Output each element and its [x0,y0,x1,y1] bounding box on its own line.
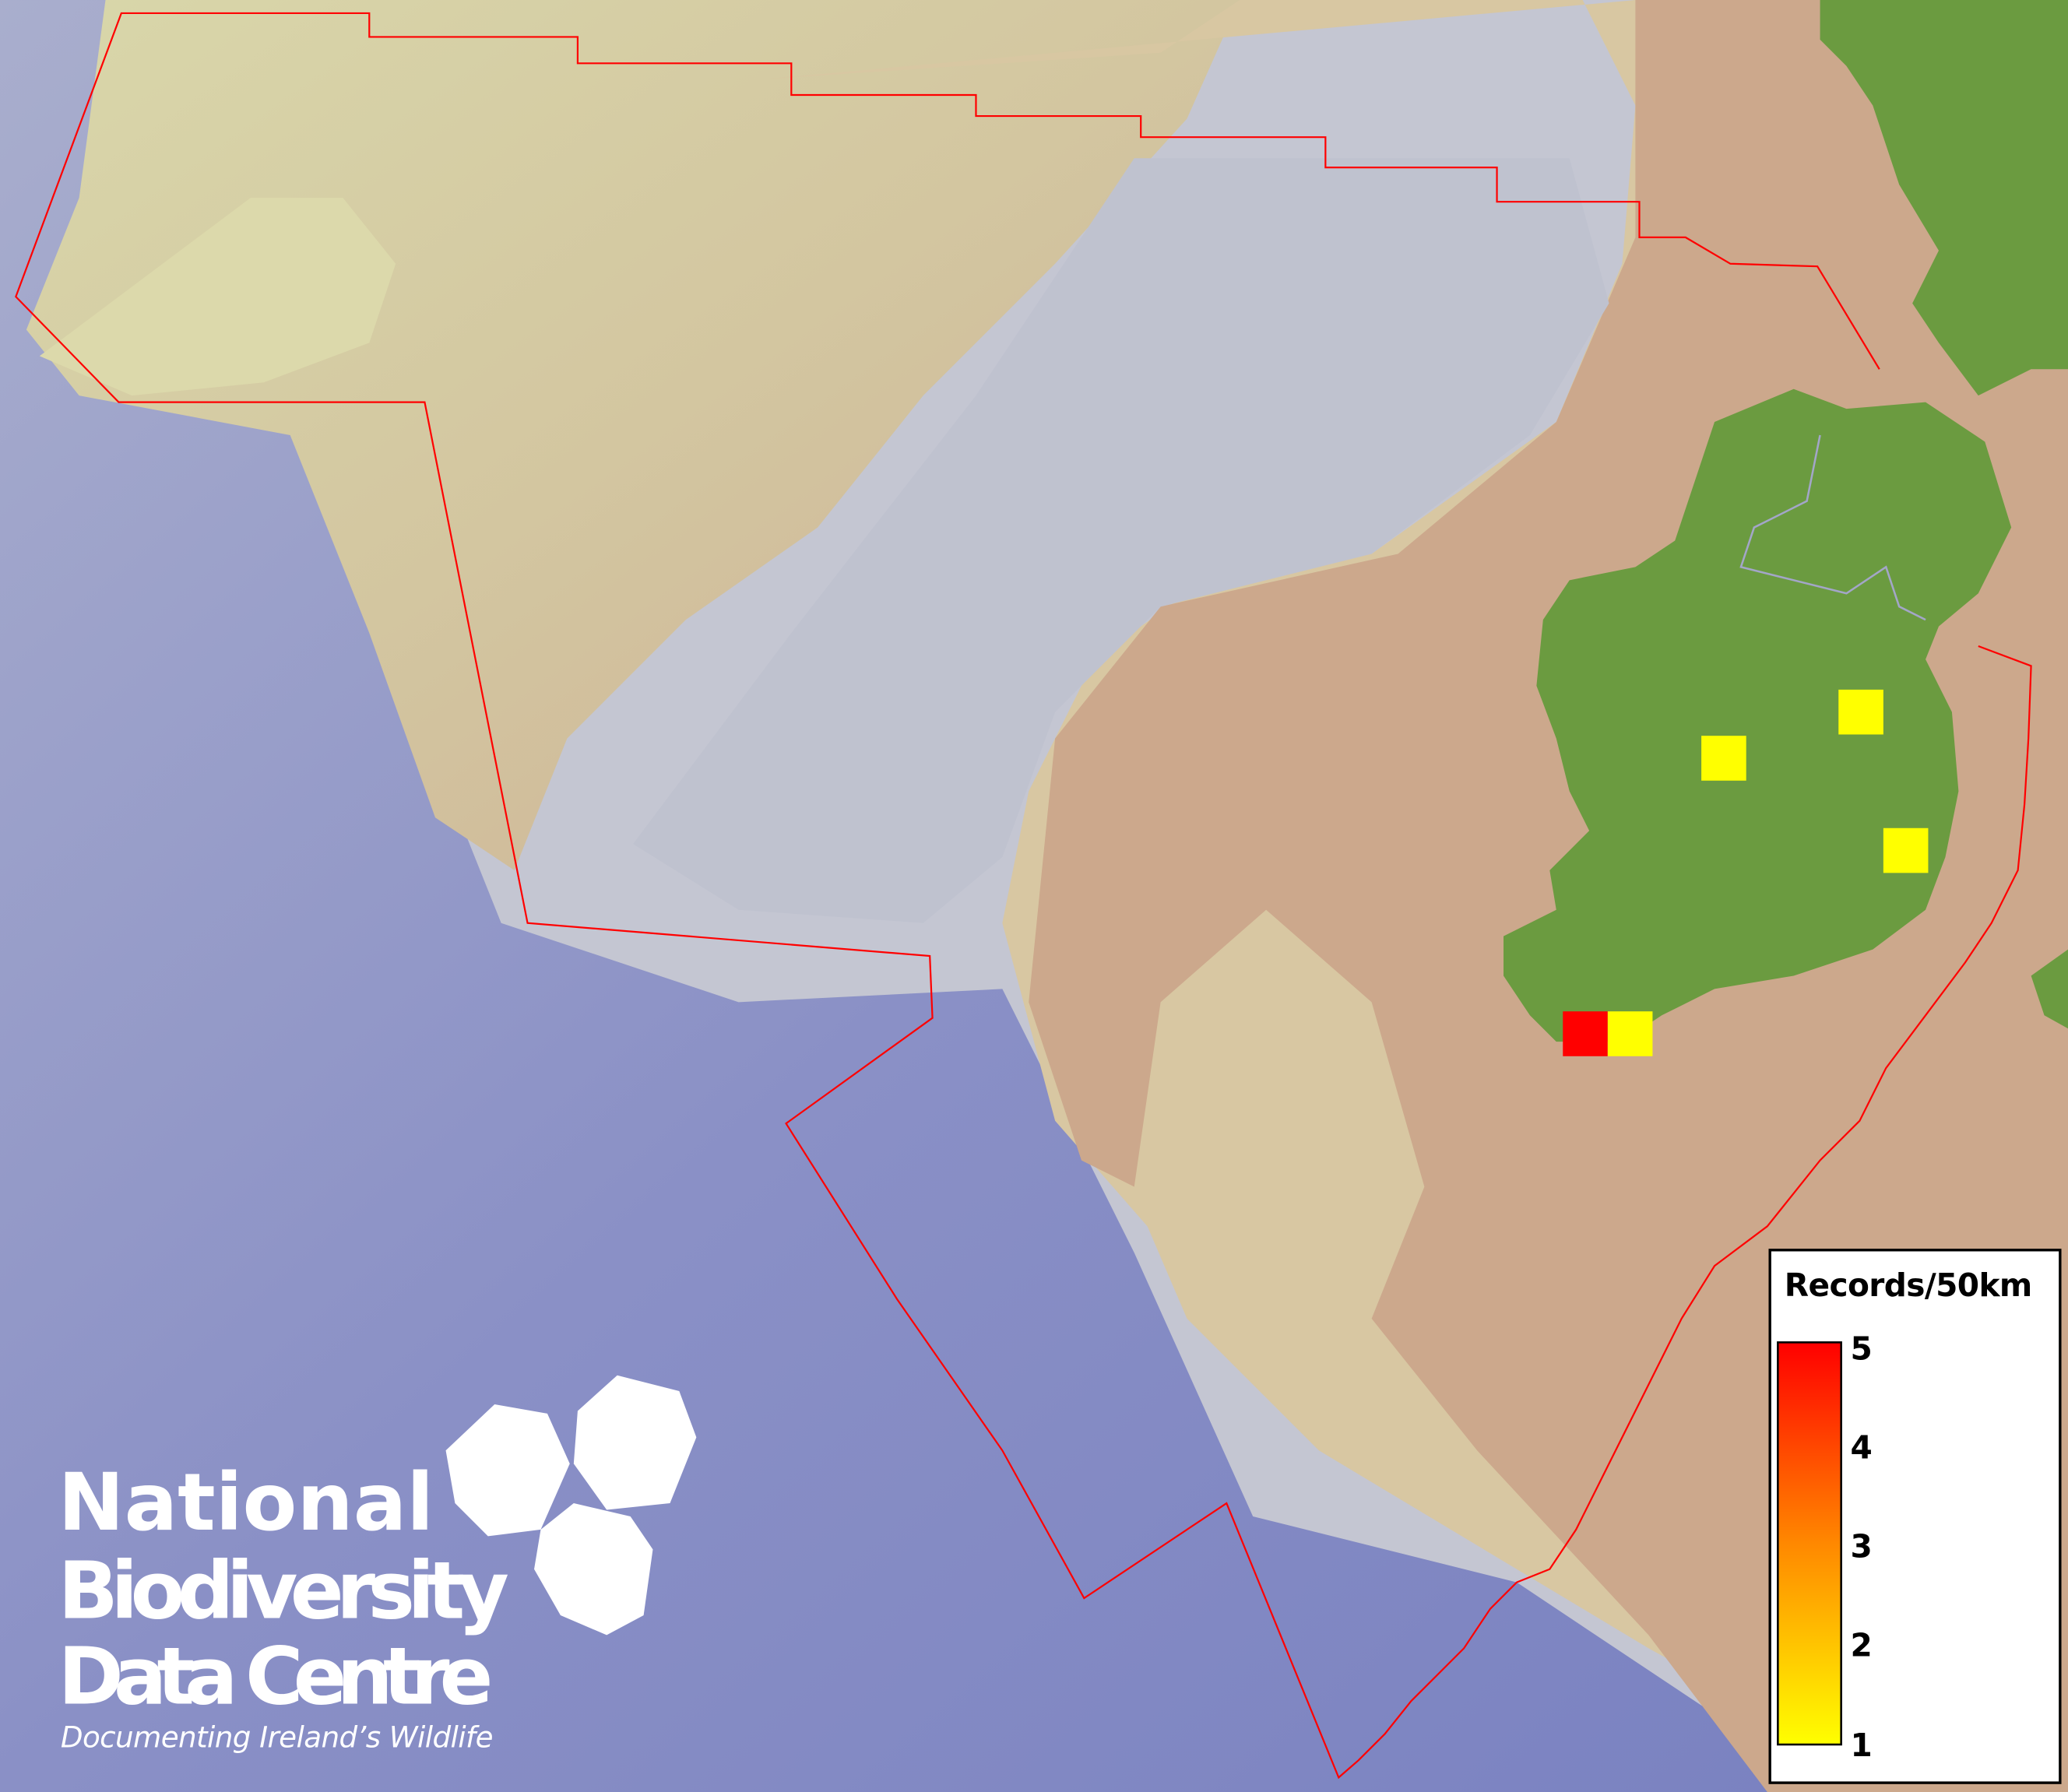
legend-tick-4: 4 [1851,1428,1873,1466]
tree-hexagon-icon [445,1404,570,1537]
scotland-landmass [1820,0,2068,396]
grid-square-record[interactable] [1563,1011,1608,1056]
butterfly-hexagon-icon [573,1375,697,1510]
boundary-line [15,12,2032,1780]
grid-square-record[interactable] [1838,689,1883,735]
northern-ireland-border [1739,434,1926,621]
grid-square-record[interactable] [1607,1011,1653,1056]
rockall-bank [39,198,396,396]
legend-tick-2: 2 [1851,1627,1873,1664]
wales-landmass [2031,949,2068,1029]
deep-basin [633,158,1609,923]
seahorse-hexagon-icon [534,1503,653,1636]
nbdc-logo: National Biodiversity Data Centre Docume… [58,1375,697,1754]
grid-square-record[interactable] [1883,827,1929,873]
legend-tick-5: 5 [1851,1330,1873,1367]
legend-title: Records/50km [1785,1267,2032,1304]
ireland-landmass [1504,388,2012,1042]
legend-color-bar [1777,1341,1842,1746]
legend-tick-1: 1 [1851,1727,1873,1764]
grid-square-record[interactable] [1701,736,1746,781]
legend-tick-3: 3 [1851,1527,1873,1565]
logo-line3: Data Centre [58,1631,494,1723]
logo-tagline: Documenting Ireland’s Wildlife [61,1720,494,1754]
logo-line2: Biodiversity [58,1544,509,1636]
logo-line1: National [58,1456,434,1548]
legend: Records/50km 5 4 3 2 1 [1768,1249,2062,1784]
